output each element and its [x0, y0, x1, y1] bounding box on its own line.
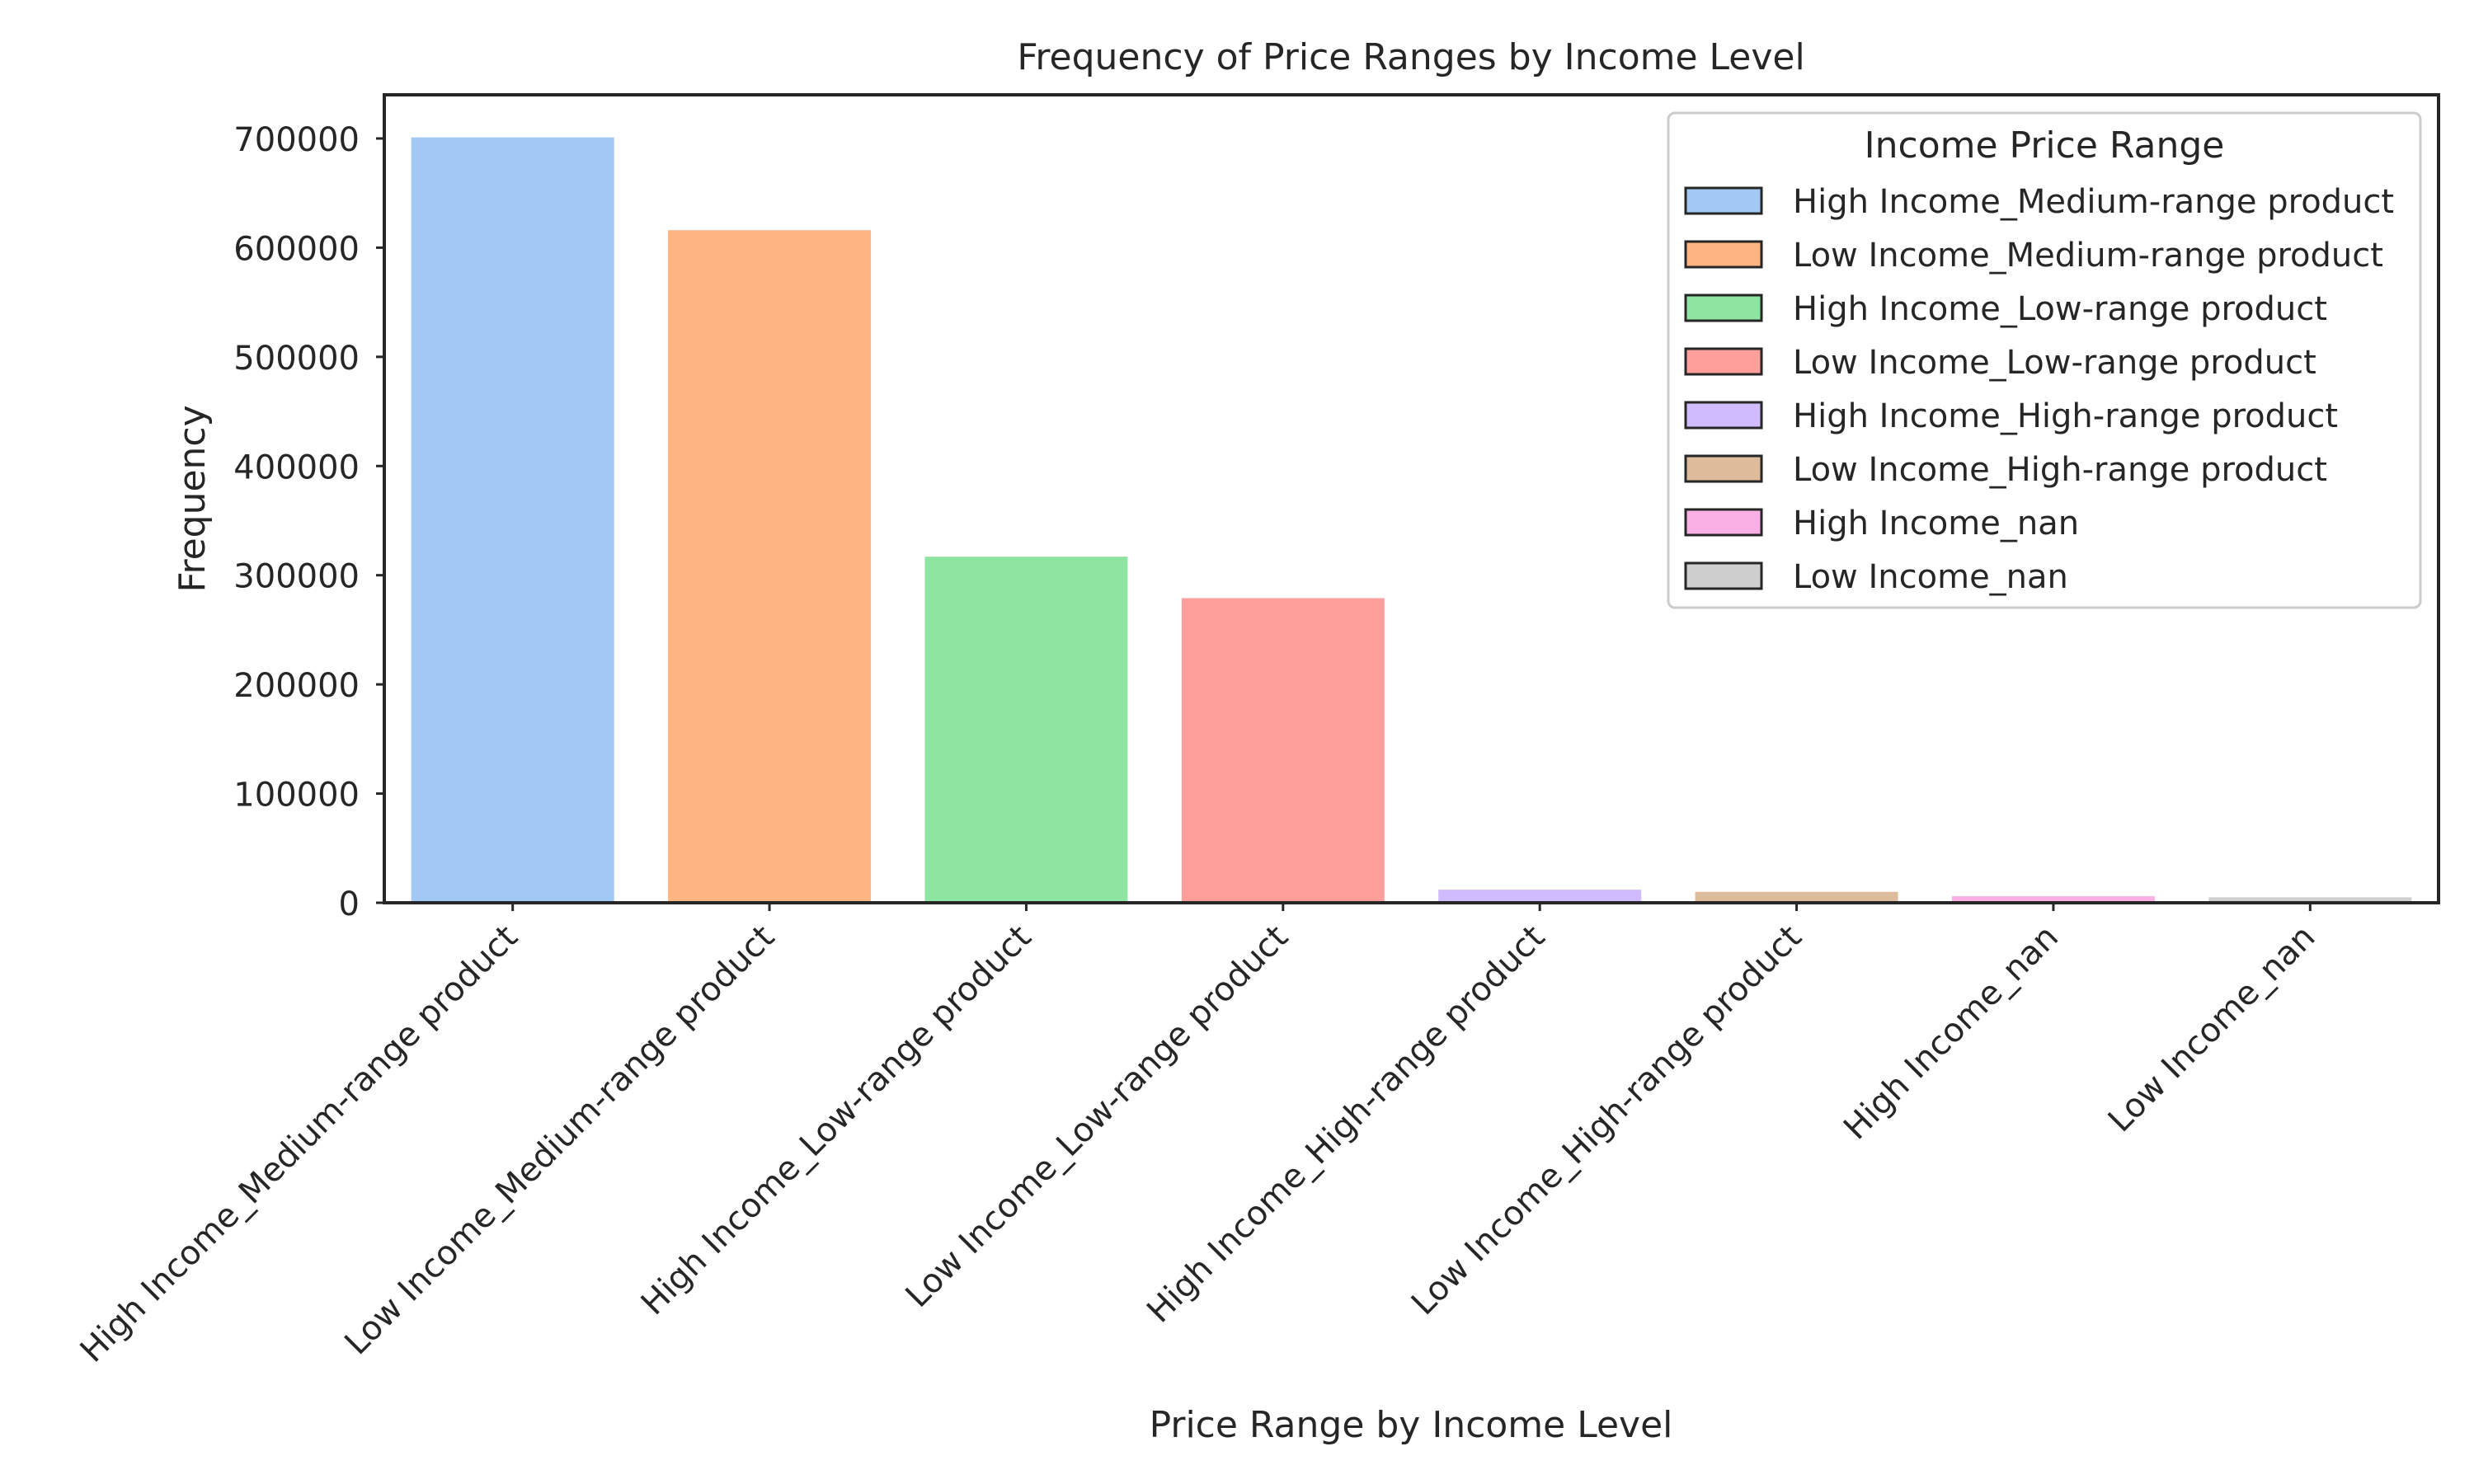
y-tick-label: 0	[339, 885, 360, 923]
y-tick-label: 200000	[233, 667, 360, 705]
bar	[1438, 890, 1642, 903]
legend-swatch	[1684, 186, 1763, 215]
legend-swatch	[1684, 294, 1763, 322]
legend-swatch	[1684, 240, 1763, 269]
x-tick-label: Low Income_Medium-range product	[337, 918, 782, 1363]
legend-entry-label: High Income_Medium-range product	[1793, 183, 2394, 221]
legend-entry-label: High Income_High-range product	[1793, 397, 2338, 435]
legend-entry-label: Low Income_Medium-range product	[1793, 237, 2383, 275]
y-axis-label: Frequency	[172, 405, 214, 592]
legend-swatch	[1684, 347, 1763, 376]
legend-swatch	[1684, 508, 1763, 537]
bar	[668, 230, 872, 904]
legend-entry-label: High Income_Low-range product	[1793, 290, 2327, 328]
y-axis: 0 100000 200000 300000 400000 500000 600000 700…	[233, 121, 384, 923]
bars	[411, 137, 2412, 904]
legend-swatch	[1684, 401, 1763, 430]
legend-entry-label: High Income_nan	[1793, 505, 2079, 542]
legend: Income Price Range High Income_Medium-ra…	[1667, 111, 2422, 609]
x-tick-label: High Income_Medium-range product	[73, 918, 525, 1370]
chart-title: Frequency of Price Ranges by Income Leve…	[1017, 36, 1804, 78]
x-tick-label: Low Income_nan	[2101, 918, 2323, 1140]
legend-entry-label: Low Income_nan	[1793, 558, 2068, 596]
legend-swatch	[1684, 454, 1763, 483]
y-tick-label: 300000	[233, 558, 360, 596]
y-tick-label: 100000	[233, 777, 360, 815]
x-tick-label: High Income_nan	[1837, 918, 2066, 1148]
bar	[924, 556, 1128, 903]
x-tick-label: High Income_High-range product	[1140, 918, 1552, 1331]
x-axis-label: Price Range by Income Level	[1150, 1404, 1673, 1446]
legend-entry-label: Low Income_Low-range product	[1793, 344, 2316, 382]
bar	[2208, 897, 2412, 903]
bar	[1695, 891, 1898, 903]
y-tick-label: 400000	[233, 448, 360, 486]
legend-entry-label: Low Income_High-range product	[1793, 451, 2327, 489]
legend-box	[1667, 111, 2422, 609]
y-tick-label: 700000	[233, 121, 360, 159]
bar	[1951, 896, 2155, 903]
plot-frame	[383, 93, 2440, 904]
legend-title: Income Price Range	[1865, 124, 2225, 167]
y-tick-label: 600000	[233, 230, 360, 268]
bar	[411, 137, 614, 903]
bar	[1181, 598, 1385, 903]
y-tick-label: 500000	[233, 340, 360, 378]
legend-swatch	[1684, 561, 1763, 590]
